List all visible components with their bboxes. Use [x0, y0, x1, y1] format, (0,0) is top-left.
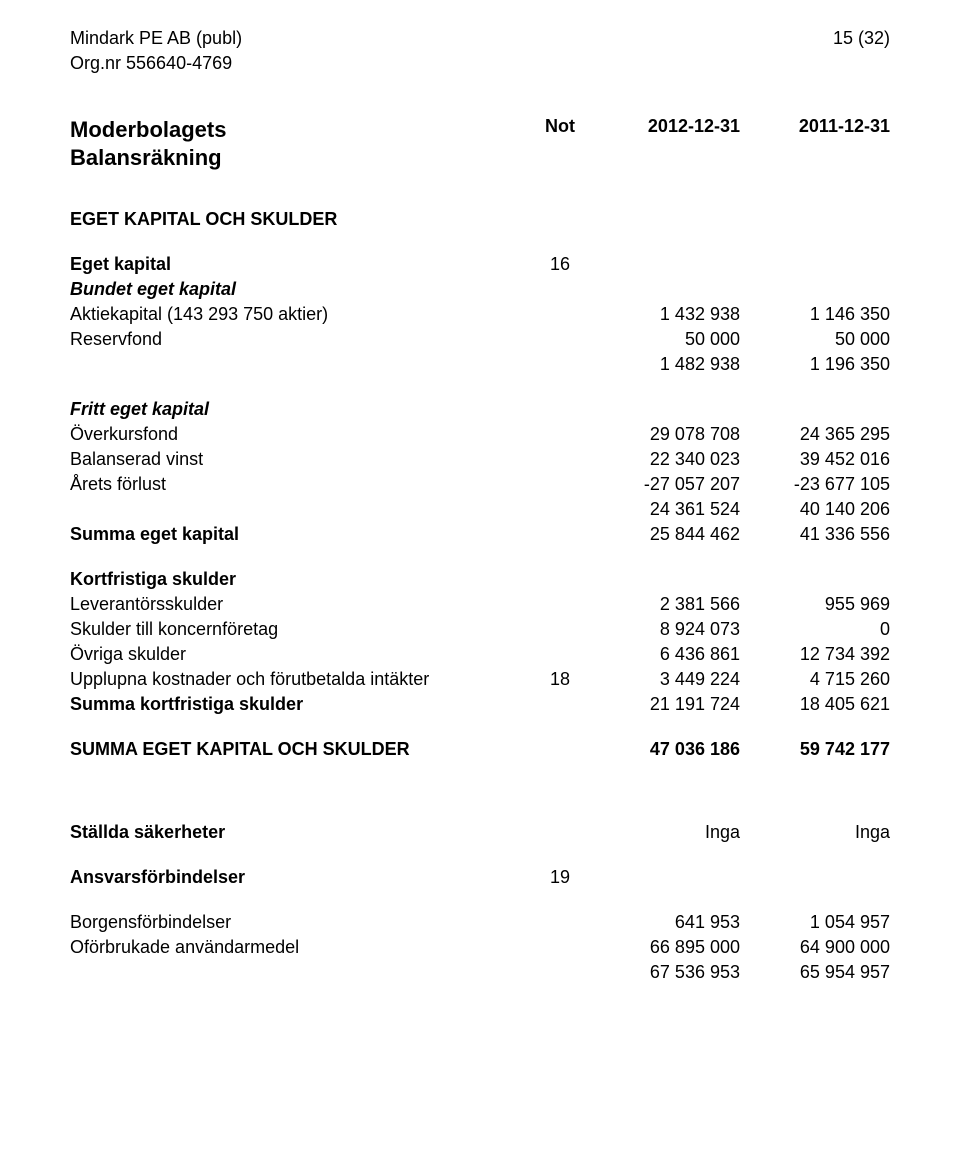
kortfristiga-skulder-label: Kortfristiga skulder — [70, 547, 530, 592]
stallda-sakerheter-v1: Inga — [590, 762, 740, 845]
overkursfond-v2: 24 365 295 — [740, 422, 890, 447]
balanserad-vinst-v2: 39 452 016 — [740, 447, 890, 472]
summa-eget-kapital-v2: 41 336 556 — [740, 522, 890, 547]
upplupna-v1: 3 449 224 — [590, 667, 740, 692]
reservfond-v2: 50 000 — [740, 327, 890, 352]
org-number: Org.nr 556640-4769 — [70, 53, 890, 74]
oforbrukade-label: Oförbrukade användarmedel — [70, 935, 530, 960]
eget-kapital-label: Eget kapital — [70, 232, 530, 277]
summa-kortfristiga-v2: 18 405 621 — [740, 692, 890, 717]
fritt-sum-v1: 24 361 524 — [590, 497, 740, 522]
arets-forlust-v2: -23 677 105 — [740, 472, 890, 497]
summa-kortfristiga-v1: 21 191 724 — [590, 692, 740, 717]
title-line2: Balansräkning — [70, 145, 222, 170]
ovriga-skulder-v2: 12 734 392 — [740, 642, 890, 667]
leverantorsskulder-v2: 955 969 — [740, 592, 890, 617]
header-bar: Mindark PE AB (publ) 15 (32) — [70, 28, 890, 49]
section-eget-kapital-skulder: EGET KAPITAL OCH SKULDER — [70, 207, 890, 232]
report-title: Moderbolagets Balansräkning — [70, 116, 530, 171]
balance-table: EGET KAPITAL OCH SKULDER Eget kapital 16… — [70, 207, 890, 985]
reservfond-v1: 50 000 — [590, 327, 740, 352]
summa-ek-skulder-v2: 59 742 177 — [740, 717, 890, 762]
overkursfond-label: Överkursfond — [70, 422, 530, 447]
summa-kortfristiga-label: Summa kortfristiga skulder — [70, 692, 530, 717]
aktiekapital-v1: 1 432 938 — [590, 302, 740, 327]
borgensforbindelser-v2: 1 054 957 — [740, 890, 890, 935]
upplupna-label: Upplupna kostnader och förutbetalda intä… — [70, 667, 530, 692]
reservfond-label: Reservfond — [70, 327, 530, 352]
upplupna-v2: 4 715 260 — [740, 667, 890, 692]
arets-forlust-label: Årets förlust — [70, 472, 530, 497]
balanserad-vinst-v1: 22 340 023 — [590, 447, 740, 472]
leverantorsskulder-v1: 2 381 566 — [590, 592, 740, 617]
balanserad-vinst-label: Balanserad vinst — [70, 447, 530, 472]
oforbrukade-v2: 64 900 000 — [740, 935, 890, 960]
ansvars-sum-v2: 65 954 957 — [740, 960, 890, 985]
title-line1: Moderbolagets — [70, 117, 226, 142]
leverantorsskulder-label: Leverantörsskulder — [70, 592, 530, 617]
summa-eget-kapital-v1: 25 844 462 — [590, 522, 740, 547]
title-row: Moderbolagets Balansräkning Not 2012-12-… — [70, 114, 890, 173]
skulder-koncern-v1: 8 924 073 — [590, 617, 740, 642]
summa-eget-kapital-label: Summa eget kapital — [70, 522, 530, 547]
summa-ek-skulder-v1: 47 036 186 — [590, 717, 740, 762]
ovriga-skulder-label: Övriga skulder — [70, 642, 530, 667]
ansvarsforbindelser-label: Ansvarsförbindelser — [70, 845, 530, 890]
ansvars-sum-v1: 67 536 953 — [590, 960, 740, 985]
ansvarsforbindelser-note: 19 — [530, 845, 590, 890]
summa-ek-skulder-label: SUMMA EGET KAPITAL OCH SKULDER — [70, 717, 530, 762]
aktiekapital-label: Aktiekapital (143 293 750 aktier) — [70, 302, 530, 327]
overkursfond-v1: 29 078 708 — [590, 422, 740, 447]
skulder-koncern-v2: 0 — [740, 617, 890, 642]
borgensforbindelser-v1: 641 953 — [590, 890, 740, 935]
company-name: Mindark PE AB (publ) — [70, 28, 242, 49]
borgensforbindelser-label: Borgensförbindelser — [70, 890, 530, 935]
fritt-sum-v2: 40 140 206 — [740, 497, 890, 522]
arets-forlust-v1: -27 057 207 — [590, 472, 740, 497]
col-date-2: 2011-12-31 — [740, 114, 890, 173]
ovriga-skulder-v1: 6 436 861 — [590, 642, 740, 667]
bundet-sum-v2: 1 196 350 — [740, 352, 890, 377]
upplupna-note: 18 — [530, 667, 590, 692]
eget-kapital-note: 16 — [530, 232, 590, 277]
page: Mindark PE AB (publ) 15 (32) Org.nr 5566… — [0, 0, 960, 1171]
bundet-sum-v1: 1 482 938 — [590, 352, 740, 377]
oforbrukade-v1: 66 895 000 — [590, 935, 740, 960]
fritt-eget-kapital-label: Fritt eget kapital — [70, 377, 530, 422]
aktiekapital-v2: 1 146 350 — [740, 302, 890, 327]
bundet-eget-kapital-label: Bundet eget kapital — [70, 277, 530, 302]
skulder-koncern-label: Skulder till koncernföretag — [70, 617, 530, 642]
stallda-sakerheter-label: Ställda säkerheter — [70, 762, 530, 845]
col-note-header: Not — [530, 114, 590, 173]
page-number: 15 (32) — [833, 28, 890, 49]
stallda-sakerheter-v2: Inga — [740, 762, 890, 845]
col-date-1: 2012-12-31 — [590, 114, 740, 173]
